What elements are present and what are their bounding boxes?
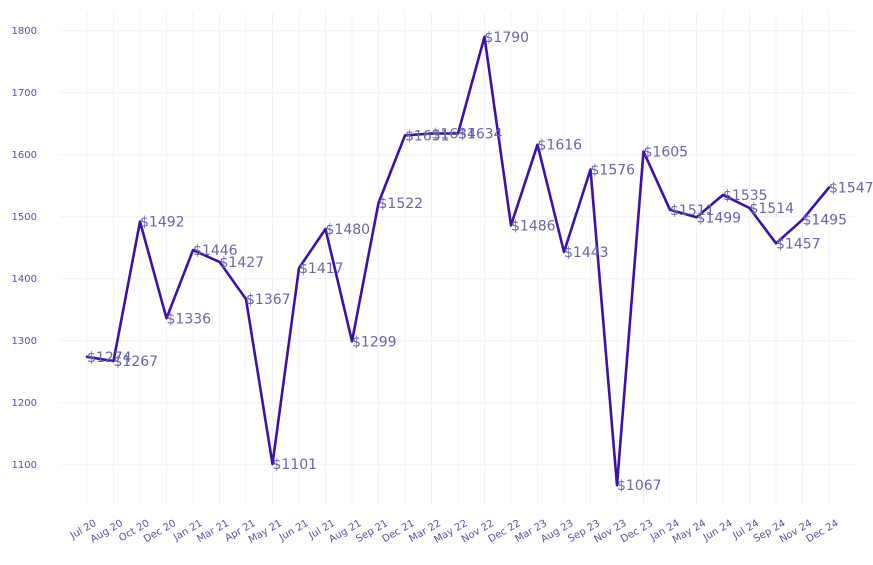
y-tick-label: 1700 xyxy=(12,88,37,99)
data-label: $1067 xyxy=(617,478,662,494)
data-label: $1616 xyxy=(538,138,583,154)
y-tick-label: 1600 xyxy=(12,150,37,161)
data-label: $1446 xyxy=(193,243,238,259)
data-label: $1511 xyxy=(670,203,715,219)
x-tick-label: Jun 21 xyxy=(277,518,311,544)
data-label: $1634 xyxy=(432,127,477,143)
data-label: $1443 xyxy=(564,245,609,261)
data-label: $1427 xyxy=(220,255,265,271)
data-label: $1480 xyxy=(326,222,371,238)
data-label: $1486 xyxy=(511,218,556,234)
data-label: $1576 xyxy=(591,163,636,179)
data-label: $1417 xyxy=(299,261,344,277)
data-label: $1274 xyxy=(87,350,132,366)
data-label: $1495 xyxy=(803,213,848,229)
y-axis-tick-labels: 1100 1200 1300 1400 1500 1600 1700 1800 xyxy=(12,26,37,471)
data-label: $1299 xyxy=(352,334,397,350)
y-tick-label: 1100 xyxy=(12,460,37,471)
y-tick-label: 1400 xyxy=(12,274,37,285)
data-label: $1790 xyxy=(485,30,530,46)
data-label: $1101 xyxy=(273,457,318,473)
data-labels: $1274$1267 $1492 $1336 $1446$1427 $1367 $1101… xyxy=(87,30,873,494)
data-label: $1336 xyxy=(167,311,212,327)
x-gridlines xyxy=(86,12,830,505)
data-label: $1514 xyxy=(750,201,795,217)
y-tick-label: 1300 xyxy=(12,336,37,347)
data-label: $1634 xyxy=(458,127,503,143)
data-label: $1522 xyxy=(379,196,424,212)
data-label: $1605 xyxy=(644,145,689,161)
y-tick-label: 1500 xyxy=(12,212,37,223)
data-label: $1267 xyxy=(114,354,159,370)
data-label: $1547 xyxy=(829,180,873,196)
data-label: $1457 xyxy=(776,236,821,252)
price-series-line xyxy=(85,35,831,487)
data-label: $1535 xyxy=(723,188,768,204)
x-tick-label: Jun 24 xyxy=(701,518,735,544)
data-label: $1631 xyxy=(405,128,450,144)
data-label: $1492 xyxy=(140,215,185,231)
y-tick-label: 1200 xyxy=(12,398,37,409)
data-label: $1367 xyxy=(246,292,291,308)
data-label: $1499 xyxy=(697,210,742,226)
y-tick-label: 1800 xyxy=(12,26,37,37)
